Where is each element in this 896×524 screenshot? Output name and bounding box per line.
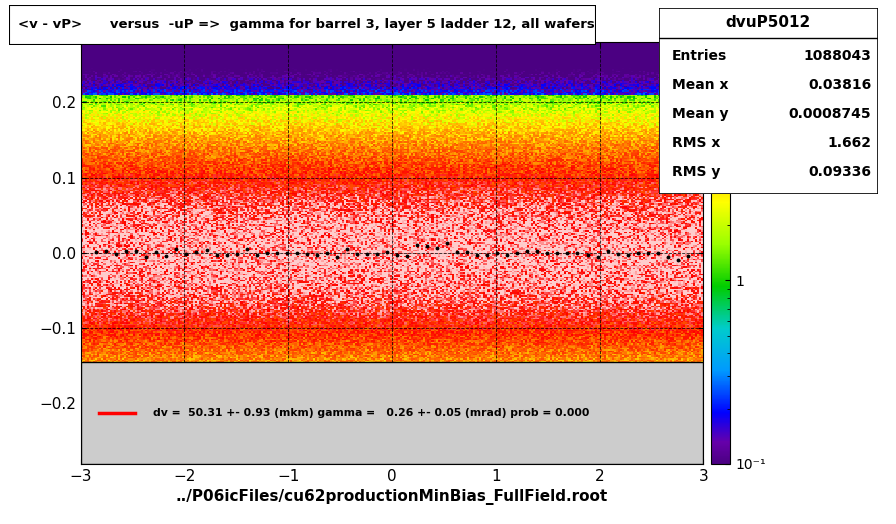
X-axis label: ../P06icFiles/cu62productionMinBias_FullField.root: ../P06icFiles/cu62productionMinBias_Full… [176,489,608,505]
Text: Entries: Entries [672,49,727,63]
Text: Mean x: Mean x [672,78,728,92]
FancyBboxPatch shape [659,8,878,194]
Text: dvuP5012: dvuP5012 [726,15,811,30]
Text: dv =  50.31 +- 0.93 (mkm) gamma =   0.26 +- 0.05 (mrad) prob = 0.000: dv = 50.31 +- 0.93 (mkm) gamma = 0.26 +-… [153,408,590,418]
Text: RMS x: RMS x [672,136,720,150]
Text: 1088043: 1088043 [804,49,872,63]
Bar [81,362,703,464]
Text: 0.09336: 0.09336 [808,165,872,179]
Text: 1.662: 1.662 [828,136,872,150]
FancyBboxPatch shape [9,5,596,45]
Text: <v - vP>      versus  -uP =>  gamma for barrel 3, layer 5 ladder 12, all wafers: <v - vP> versus -uP => gamma for barrel … [18,18,595,31]
Text: 0.03816: 0.03816 [808,78,872,92]
Text: RMS y: RMS y [672,165,720,179]
Text: 0.0008745: 0.0008745 [788,107,872,121]
Text: Mean y: Mean y [672,107,728,121]
